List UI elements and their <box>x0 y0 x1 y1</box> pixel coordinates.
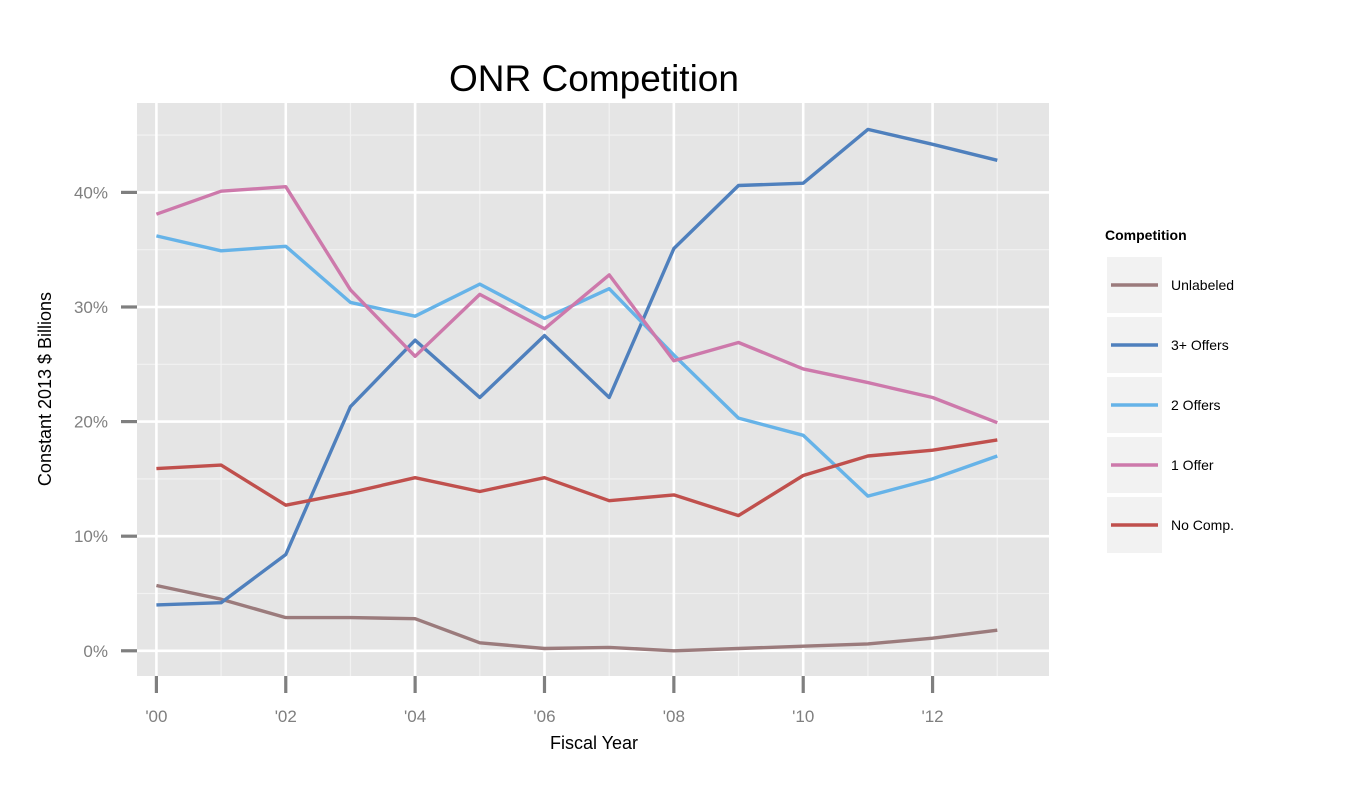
legend-title: Competition <box>1105 227 1187 243</box>
x-tick-label: '10 <box>792 707 814 726</box>
minor-gridlines <box>137 103 1049 676</box>
legend-label-no-comp: No Comp. <box>1171 517 1234 533</box>
x-tick-label: '02 <box>275 707 297 726</box>
y-axis-title: Constant 2013 $ Billions <box>35 292 55 486</box>
y-tick-label: 10% <box>74 527 108 546</box>
chart-title: ONR Competition <box>449 58 739 99</box>
series-line-1-offer <box>155 184 998 425</box>
legend-label-unlabeled: Unlabeled <box>1171 277 1234 293</box>
legend-label-2-offers: 2 Offers <box>1171 397 1221 413</box>
x-tick-label: '06 <box>533 707 555 726</box>
legend-label-3-offers: 3+ Offers <box>1171 337 1229 353</box>
y-tick-label: 30% <box>74 298 108 317</box>
legend-label-1-offer: 1 Offer <box>1171 457 1214 473</box>
x-axis-title: Fiscal Year <box>550 733 638 753</box>
y-tick-label: 40% <box>74 183 108 202</box>
x-tick-label: '12 <box>921 707 943 726</box>
series-line-no-comp <box>156 438 998 518</box>
y-axis: 0% 10% 20% 30% 40% <box>74 183 137 661</box>
major-gridlines <box>137 103 1049 676</box>
x-tick-label: '08 <box>663 707 685 726</box>
series-lines <box>155 127 998 653</box>
x-tick-label: '00 <box>145 707 167 726</box>
legend: Competition Unlabeled 3+ Offers 2 Offers 1 … <box>1105 227 1234 553</box>
series-line-3-offers <box>156 127 998 607</box>
y-tick-label: 20% <box>74 413 108 432</box>
series-line-unlabeled <box>156 583 998 653</box>
x-axis: '00 '02 '04 '06 '08 '10 '12 <box>145 676 944 726</box>
x-tick-label: '04 <box>404 707 426 726</box>
y-tick-label: 0% <box>83 642 108 661</box>
